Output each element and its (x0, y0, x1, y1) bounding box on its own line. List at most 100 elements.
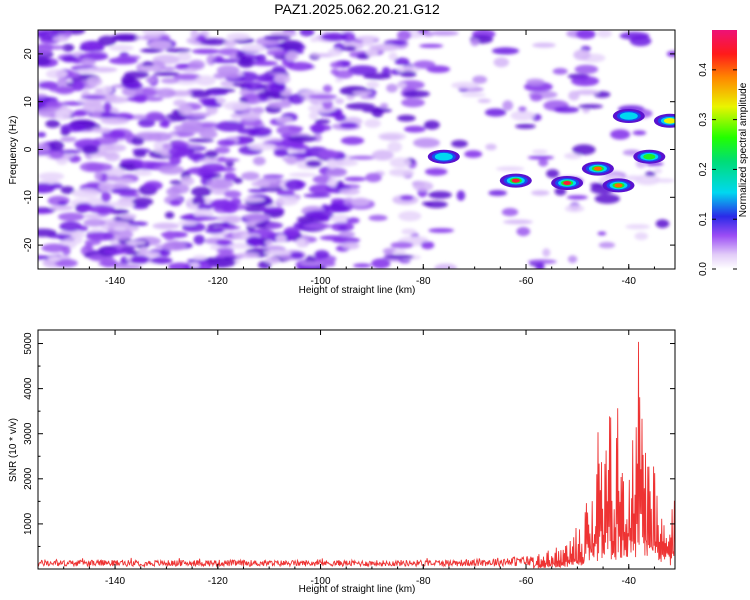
spectrogram-cell (387, 141, 403, 153)
spectrogram-cell (223, 101, 251, 111)
spectrogram-cell (49, 205, 74, 211)
spectrogram-cell (396, 82, 407, 89)
spectrogram-cell (38, 93, 48, 98)
spectrogram-cell (153, 71, 180, 77)
spectrogram-cell (389, 157, 412, 168)
spectrogram-cell (323, 204, 349, 213)
spectrogram-cell (173, 73, 202, 81)
spectrogram-cell (187, 152, 207, 161)
spectrogram-cell (625, 175, 642, 181)
spectrogram-cell (503, 219, 533, 225)
spectrogram-cell (344, 176, 367, 182)
spectrogram-cell (366, 81, 380, 89)
spectrogram-cell (101, 191, 111, 203)
spectrogram-cell (530, 93, 543, 102)
spectrogram-cell (199, 38, 229, 46)
spectrogram-cell (49, 86, 77, 93)
colorbar: 0.0 0.1 0.2 0.3 0.4 Normalized spectral ampl… (698, 30, 749, 276)
chart-title: PAZ1.2025.062.20.21.G12 (274, 1, 440, 17)
spectrogram-cell (243, 81, 265, 91)
spectrogram-cell (84, 43, 103, 50)
spectrogram-cell (38, 228, 57, 237)
spectrogram-cell (38, 143, 52, 154)
spectrogram-cell (139, 246, 149, 255)
spectrogram-cell (59, 221, 82, 232)
spectrogram-cell (338, 225, 348, 231)
spectrogram-cell (249, 126, 272, 137)
spectrogram-cell (355, 35, 380, 41)
spectrogram-cell (101, 85, 113, 94)
spectrogram-cell (343, 45, 357, 52)
spectrogram-cell (596, 30, 612, 38)
spectrogram-cell (100, 223, 110, 231)
colorbar-tick-label: 0.0 (698, 262, 709, 276)
x-tick-label: -140 (105, 576, 125, 587)
spectrogram-cell (287, 61, 314, 71)
spectrogram-cell (538, 158, 549, 167)
spectrogram-cell (321, 32, 348, 41)
spectrogram-cell (365, 172, 382, 183)
spectrogram-cell (113, 226, 128, 232)
spectrogram-cell (342, 242, 360, 250)
spectrogram-cell (610, 129, 631, 140)
spectrogram-cell (397, 30, 412, 41)
spectrogram-cell (451, 139, 468, 148)
spectrogram-cell (501, 208, 519, 217)
spectrogram-cell (60, 136, 77, 142)
spectrogram-cell (571, 76, 600, 87)
spectrogram-cell (252, 156, 266, 166)
spectrogram-cell (83, 218, 106, 227)
spectrogram-cell (488, 190, 508, 196)
spectrogram-cell (532, 42, 556, 48)
spectrogram-cell (205, 88, 236, 93)
x-tick-label: -60 (519, 276, 534, 287)
spectrogram-cell (206, 54, 216, 66)
spectrogram-cell (266, 50, 289, 56)
spectrogram-cell (339, 122, 358, 129)
spectrogram-cell (314, 119, 331, 124)
spectrogram-cell (233, 177, 243, 184)
spectrogram-cell (429, 30, 459, 36)
spectrogram-cell (495, 166, 525, 172)
spectrogram-cell (84, 239, 102, 246)
spectrogram-cell (94, 170, 103, 181)
spectrogram-cell (516, 226, 531, 237)
spectrogram-cell (248, 142, 277, 151)
spectrogram-cell (251, 180, 271, 188)
spectrogram-cell (526, 78, 545, 86)
spectrogram-cell (62, 245, 71, 256)
spectrogram-cell (299, 30, 315, 37)
spectrogram-cell (197, 203, 213, 211)
y-tick-label: -20 (23, 237, 34, 252)
spectrogram-cell (345, 102, 376, 110)
colorbar-tick-label: 0.1 (698, 212, 709, 226)
spectrogram-cell (590, 182, 604, 188)
spectrogram-cell (567, 255, 578, 264)
spectrogram-cell (403, 125, 426, 133)
spectrogram-cell (64, 71, 81, 79)
spectrogram-cell (54, 109, 71, 121)
spectrogram-features (427, 109, 675, 193)
spectrogram-cell (92, 127, 112, 133)
x-tick-label: -100 (311, 576, 331, 587)
spectrogram-cell (332, 237, 361, 244)
spectrogram-cell (308, 184, 335, 195)
spectrogram-cell (363, 72, 392, 80)
spectrogram-cell (163, 230, 176, 241)
spectral-feature (633, 149, 666, 164)
spectrogram-cell (400, 195, 414, 201)
spectrogram-cell (264, 239, 273, 246)
spectrogram-cell (401, 98, 425, 108)
spectrogram-cell (464, 150, 483, 158)
spectrogram-cell (263, 35, 291, 41)
spectrogram-cell (419, 43, 444, 48)
spectrogram-cell (78, 52, 109, 61)
spectrogram-cell (84, 99, 102, 108)
spectrogram-cell (45, 69, 68, 79)
spectrogram-cell (180, 176, 195, 186)
spectrogram-cell (402, 90, 430, 98)
spectrogram-cell (61, 43, 75, 52)
spectrogram-cell (629, 35, 652, 47)
spectrogram-cell (95, 151, 108, 157)
